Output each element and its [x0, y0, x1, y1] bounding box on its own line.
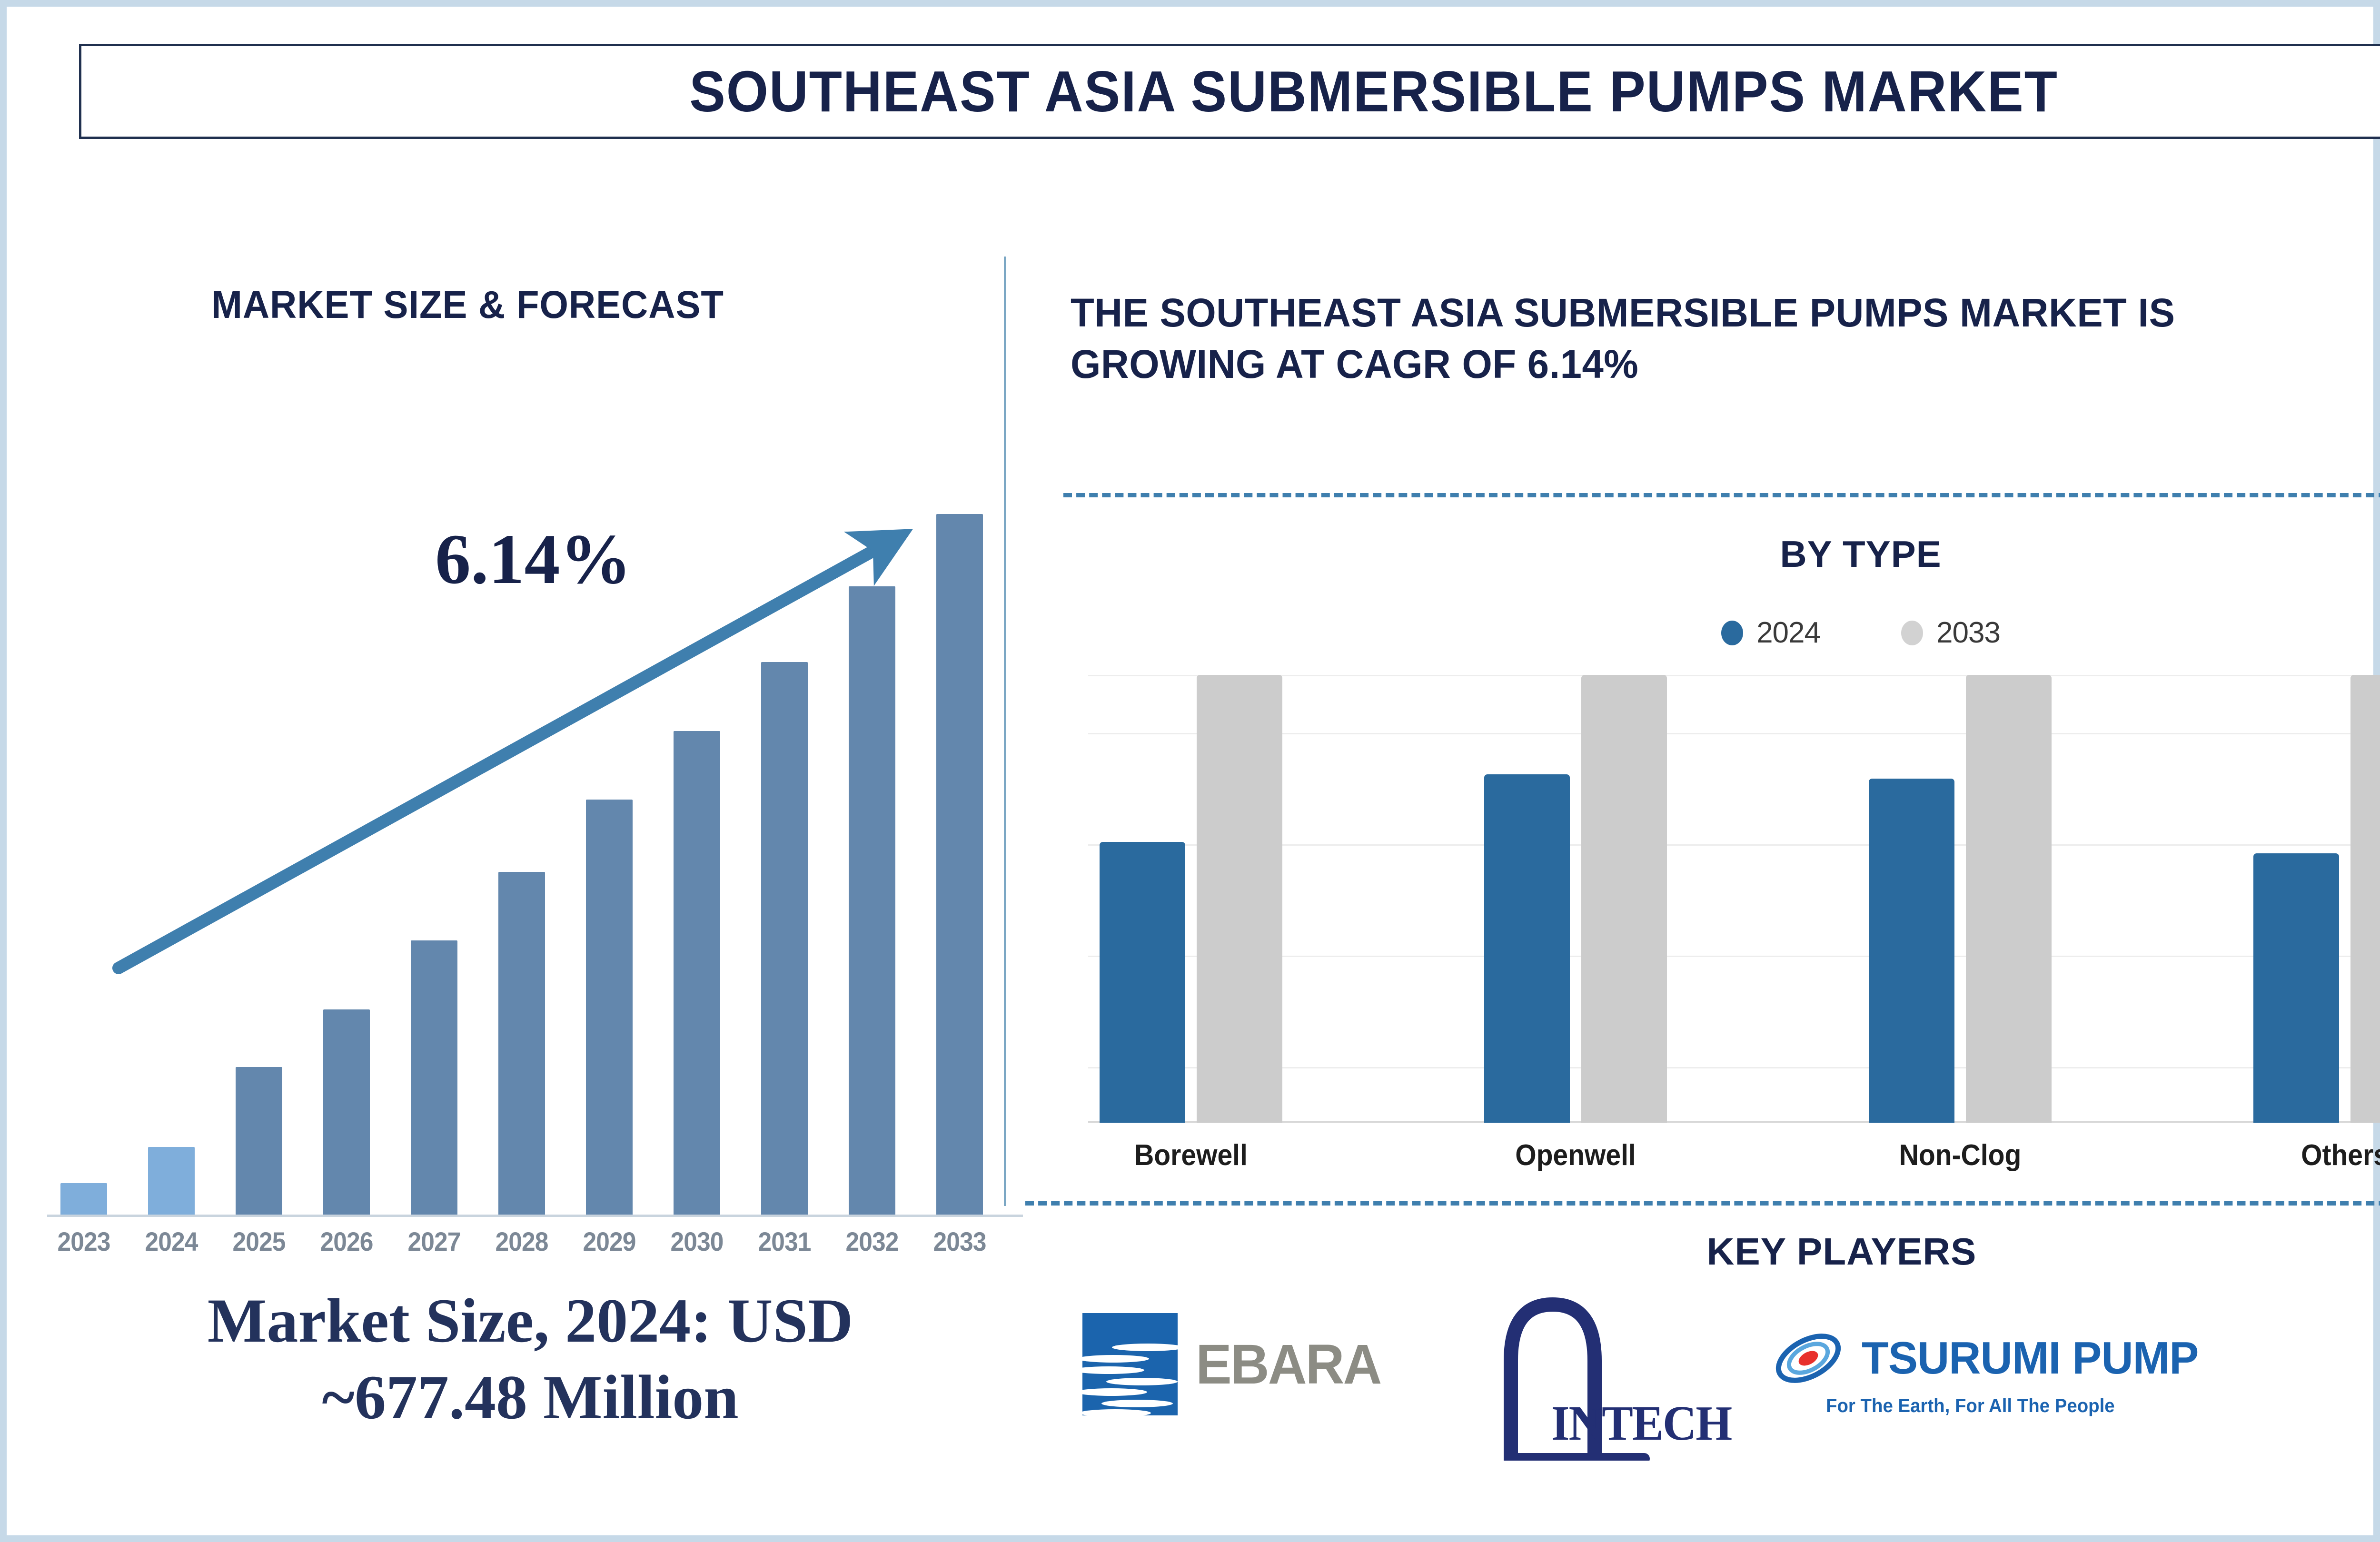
axis-tick-label: 2028 — [495, 1226, 549, 1256]
bar-2033 — [1197, 675, 1282, 1123]
tsurumi-tagline: For The Earth, For All The People — [1826, 1395, 2115, 1416]
by-type-axis-labels: Borewell Openwell Non-Clog Others — [1088, 1138, 2380, 1181]
axis-tick-label: 2023 — [57, 1226, 111, 1256]
axis-tick-label: 2024 — [145, 1226, 198, 1256]
ebara-mark-icon — [1082, 1313, 1178, 1415]
axis-category-label: Non-Clog — [1899, 1139, 2022, 1172]
forecast-bar — [761, 662, 808, 1216]
axis-tick-label: 2030 — [670, 1226, 724, 1256]
forecast-bar — [60, 1183, 107, 1216]
divider-dashed-top — [1063, 493, 2380, 497]
bar-2024 — [2253, 853, 2339, 1123]
axis-tick-label: 2029 — [583, 1226, 636, 1256]
year-axis-labels: 2023 2024 2025 2026 2027 2028 2029 2030 … — [47, 1226, 1023, 1264]
tsurumi-wordmark: TSURUMI PUMP — [1861, 1333, 2199, 1384]
forecast-bar — [411, 940, 457, 1216]
legend-swatch-icon — [1901, 620, 1923, 645]
axis-category-label: Others — [2301, 1139, 2380, 1172]
gridline — [1088, 675, 2380, 676]
axis-tick-label: 2031 — [758, 1226, 812, 1256]
axis-tick-label: 2027 — [407, 1226, 461, 1256]
legend-label: 2024 — [1756, 616, 1821, 649]
legend-item-2033[interactable]: 2033 — [1901, 616, 2001, 650]
forecast-bar — [498, 872, 545, 1216]
bar-2024 — [1484, 774, 1570, 1123]
logo-tsurumi[interactable]: TSURUMI PUMP For The Earth, For All The … — [1773, 1330, 2315, 1417]
axis-tick-label: 2025 — [232, 1226, 286, 1256]
cagr-statement: THE SOUTHEAST ASIA SUBMERSIBLE PUMPS MAR… — [1071, 290, 2175, 386]
intech-arch-icon — [1504, 1297, 1650, 1461]
market-size-line-2: ~677.48 Million — [322, 1362, 739, 1433]
legend-label: 2033 — [1936, 616, 2001, 649]
forecast-bar — [849, 586, 895, 1216]
tsurumi-swirl-icon — [1775, 1334, 1841, 1383]
panel-divider — [1004, 257, 1006, 1206]
forecast-bar — [323, 1009, 370, 1216]
gridline — [1088, 956, 2380, 957]
forecast-bar — [236, 1067, 282, 1216]
forecast-bar — [936, 514, 983, 1216]
gridline — [1088, 844, 2380, 846]
forecast-bar — [586, 800, 633, 1216]
bar-2033 — [1966, 675, 2052, 1123]
gridline — [1088, 1067, 2380, 1068]
by-type-chart — [1088, 673, 2380, 1123]
axis-tick-label: 2032 — [845, 1226, 899, 1256]
logo-intech[interactable]: INTECH — [1501, 1294, 1732, 1461]
key-players-logos: EBARA INTECH TSURUMI PUMP — [1044, 1287, 2380, 1492]
plot-axis — [1088, 1121, 2380, 1123]
axis-tick-label: 2026 — [320, 1226, 374, 1256]
ebara-wordmark: EBARA — [1196, 1333, 1382, 1396]
gridline — [1088, 733, 2380, 734]
forecast-bar — [148, 1147, 195, 1216]
cagr-annotation-label: 6.14% — [435, 520, 632, 599]
intech-wordmark: INTECH — [1551, 1396, 1732, 1451]
chart-baseline — [47, 1215, 1023, 1217]
legend-swatch-icon — [1721, 620, 1744, 645]
market-size-forecast-chart — [47, 492, 1023, 1216]
axis-category-label: Openwell — [1515, 1139, 1636, 1172]
market-size-line-1: Market Size, 2024: USD — [207, 1285, 853, 1355]
growth-arrow-overlay — [112, 529, 913, 974]
market-size-forecast-heading: MARKET SIZE & FORECAST — [211, 283, 724, 326]
by-type-heading: BY TYPE — [1780, 533, 1942, 575]
title-box: SOUTHEAST ASIA SUBMERSIBLE PUMPS MARKET — [79, 44, 2380, 139]
axis-category-label: Borewell — [1134, 1139, 1248, 1172]
page-title: SOUTHEAST ASIA SUBMERSIBLE PUMPS MARKET — [689, 59, 2058, 124]
bar-2024 — [1869, 779, 1954, 1123]
logo-ebara[interactable]: EBARA — [1082, 1313, 1385, 1415]
axis-tick-label: 2033 — [933, 1226, 987, 1256]
bar-2033 — [1581, 675, 1667, 1123]
market-size-callout: Market Size, 2024: USD ~677.48 Million — [50, 1282, 1011, 1435]
bar-2024 — [1100, 842, 1185, 1123]
bar-2033 — [2350, 675, 2380, 1123]
legend-item-2024[interactable]: 2024 — [1721, 616, 1821, 650]
chart-legend: 2024 2033 — [1063, 616, 2380, 650]
forecast-bar — [674, 731, 720, 1216]
divider-dashed-bottom — [1025, 1201, 2380, 1206]
key-players-heading: KEY PLAYERS — [1706, 1230, 1977, 1273]
